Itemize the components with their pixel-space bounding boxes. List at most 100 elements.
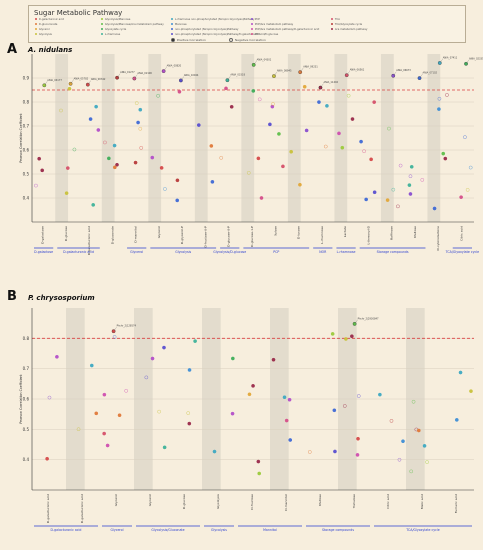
y-tick-label: 0.6 xyxy=(23,397,30,402)
data-point xyxy=(389,419,394,423)
label-leader xyxy=(300,68,304,73)
label-leader xyxy=(465,59,470,64)
point-label: ANIA_00820 xyxy=(167,65,182,68)
data-point xyxy=(441,151,446,156)
data-point xyxy=(420,178,425,182)
data-point xyxy=(409,164,414,169)
data-point xyxy=(102,431,107,436)
group-label: Glycolysis/D-glucose xyxy=(213,250,246,254)
legend-item: D-glucuronate xyxy=(35,23,57,26)
group-label: Glycerol xyxy=(110,528,123,532)
data-point xyxy=(391,73,396,78)
chart-b: 0.4 0.5 0.6 0.7 0.8 Pearson Correlation Coeff… xyxy=(19,308,474,532)
y-tick-label: 0.4 xyxy=(23,457,30,462)
data-point xyxy=(257,471,262,476)
legend-item: Ara metabolism pathway xyxy=(331,28,367,31)
category-band xyxy=(148,54,162,222)
data-point xyxy=(157,409,161,414)
x-tick-label: Glycolysis xyxy=(216,494,220,509)
data-point xyxy=(342,404,347,408)
point-label: Phchr_2|128574 xyxy=(117,325,137,328)
legend-swatch xyxy=(331,23,334,26)
data-point xyxy=(212,449,217,454)
point-label: ANIA_06673 xyxy=(396,69,411,72)
data-point xyxy=(387,126,391,131)
legend-item: Mannose xyxy=(171,23,187,26)
data-point xyxy=(196,123,201,127)
legend-item-label: Glycolysis/Mannose xyxy=(104,18,131,22)
legend-item: Glycolysis/Mannose/Ara metabolism pathwa… xyxy=(101,23,164,26)
legend-item-label: L-rhamnose non-phosphorylated (Nicopro G… xyxy=(174,18,255,22)
group-label: Glycolysis xyxy=(175,250,191,254)
data-point xyxy=(464,61,468,66)
legend-item: TCA/Glyoxylate cycle xyxy=(331,23,362,26)
data-point xyxy=(281,164,285,169)
data-point xyxy=(408,192,413,196)
x-tick-label: D-glucose-6-P xyxy=(227,226,231,247)
x-tick-label: D-fructose xyxy=(250,494,254,510)
data-point xyxy=(229,104,234,109)
group-label: D-galactose xyxy=(34,250,53,254)
data-point xyxy=(344,337,348,341)
data-point xyxy=(463,135,467,140)
data-point xyxy=(307,450,312,454)
legend-swatch xyxy=(171,33,174,36)
legend-swatch xyxy=(171,18,174,21)
point-label: ANIA_11402 xyxy=(323,81,338,84)
x-tick-label: D-lyxose xyxy=(297,226,301,239)
label-leader xyxy=(354,319,358,324)
label-leader xyxy=(87,80,91,85)
data-point xyxy=(47,395,52,400)
data-point xyxy=(288,438,293,442)
label-leader xyxy=(44,81,48,86)
x-tick-label: D-galacturonic acid xyxy=(87,226,91,255)
data-point xyxy=(132,76,137,81)
data-point xyxy=(257,97,262,102)
legend-item-label: PCP xyxy=(254,18,260,22)
legend-item: PCP/Ara metabolism pathway/D-galacturoni… xyxy=(251,28,319,31)
legend-swatch xyxy=(171,38,176,43)
y-axis-label: Pearson Correlation Coefficient xyxy=(19,374,23,424)
category-band xyxy=(427,54,441,222)
data-point xyxy=(359,139,363,144)
data-point xyxy=(163,187,167,191)
data-point xyxy=(437,107,441,111)
data-point xyxy=(396,204,400,209)
data-point xyxy=(96,128,101,132)
data-point xyxy=(346,93,351,98)
x-tick-label: Lactate xyxy=(343,226,347,237)
data-point xyxy=(337,131,341,136)
data-point xyxy=(193,339,197,343)
data-point xyxy=(350,117,355,121)
y-tick-label: 0.7 xyxy=(23,366,30,371)
data-point xyxy=(272,74,276,78)
y-tick-label: 0.9 xyxy=(23,76,30,81)
data-point xyxy=(298,182,302,187)
point-label: ANIA_07411 xyxy=(443,56,458,59)
legend-swatch xyxy=(251,18,254,21)
data-point xyxy=(59,108,63,113)
data-point xyxy=(259,196,264,200)
data-point xyxy=(323,144,328,149)
legend-swatch xyxy=(35,18,38,21)
legend-item-label: Glycolysis xyxy=(38,33,52,37)
x-tick-label: Raffinose xyxy=(390,226,394,240)
data-point xyxy=(210,180,215,184)
category-band xyxy=(194,54,208,222)
x-tick-label: Maltose xyxy=(413,226,417,238)
x-tick-label: Glycerol xyxy=(148,494,152,506)
legend-swatch xyxy=(229,38,234,43)
data-point xyxy=(271,357,276,362)
data-point xyxy=(106,156,111,161)
data-point xyxy=(378,392,382,397)
data-point xyxy=(91,203,96,207)
x-tick-label: D-glycerol-P xyxy=(180,226,184,244)
data-point xyxy=(115,162,119,167)
label-leader xyxy=(227,76,231,81)
data-point xyxy=(422,444,427,448)
data-point xyxy=(437,61,442,65)
data-point xyxy=(134,101,139,105)
category-band xyxy=(241,54,255,222)
x-tick-label: Glycerol xyxy=(114,494,118,506)
label-leader xyxy=(163,67,167,72)
